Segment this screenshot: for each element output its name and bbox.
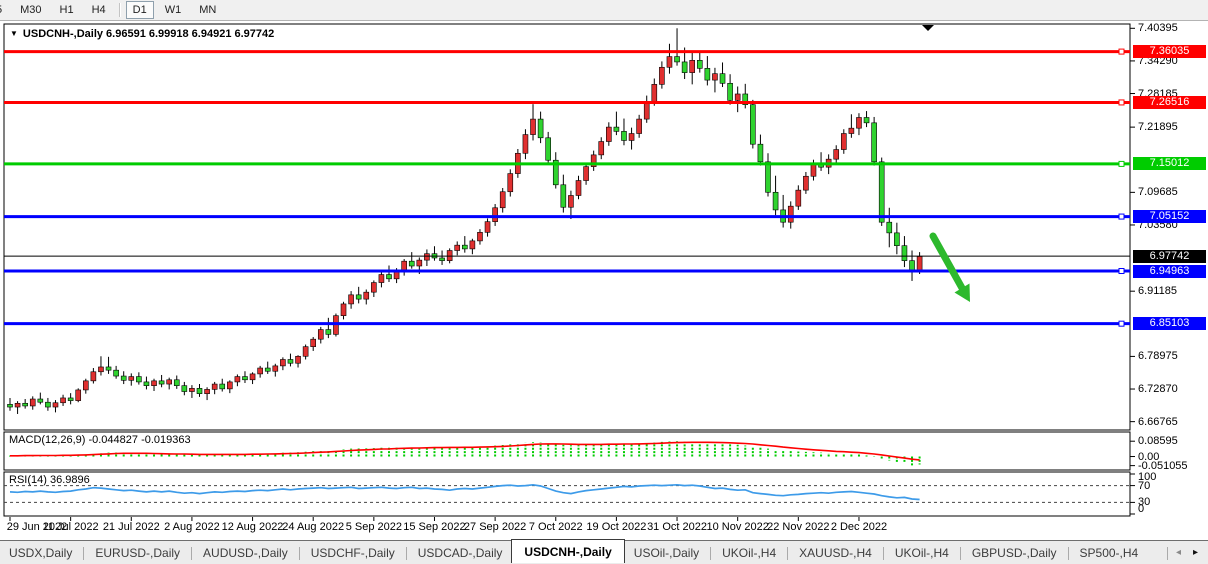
timeframe-5[interactable]: 5 [0, 1, 9, 19]
tab-usdcad-daily[interactable]: USDCAD-,Daily [417, 546, 503, 560]
timeframe-mn[interactable]: MN [199, 4, 217, 16]
tab-audusd-daily[interactable]: AUDUSD-,Daily [203, 546, 288, 560]
timeframe-w1[interactable]: W1 [164, 4, 182, 16]
symbol-tabbar: USDX,Daily EURUSD-,Daily AUDUSD-,Daily USDC… [0, 539, 1208, 564]
symbol-dropdown-icon[interactable]: ▼ [10, 29, 18, 38]
tab-divider [710, 546, 712, 560]
tab-divider [787, 546, 789, 560]
tab-divider [882, 546, 884, 560]
rsi-indicator-label: RSI(14) 36.9896 [9, 474, 90, 486]
tab-usdx-daily[interactable]: USDX,Daily [9, 546, 73, 560]
trend-arrow[interactable] [929, 232, 970, 302]
tab-divider [1166, 546, 1168, 560]
timeframe-m30[interactable]: M30 [20, 4, 42, 16]
chart-title-text: USDCNH-,Daily 6.96591 6.99918 6.94921 6.… [22, 28, 275, 40]
tab-divider [959, 546, 961, 560]
main-pane-border [3, 23, 1131, 431]
price-level-lines[interactable] [4, 48, 1130, 327]
tab-divider [405, 546, 407, 560]
tab-scroll-right-icon[interactable]: ▸ [1192, 547, 1198, 558]
tab-ukoil-h4[interactable]: UKOil-,H4 [722, 546, 777, 560]
tab-eurusd-daily[interactable]: EURUSD-,Daily [95, 546, 181, 560]
tab-divider [298, 546, 300, 560]
axis-ticks [9, 27, 1135, 521]
tab-sp500-h4[interactable]: SP500-,H4 [1079, 546, 1139, 560]
tab-usdchf-daily[interactable]: USDCHF-,Daily [310, 546, 395, 560]
tab-divider [191, 546, 193, 560]
chart-title: ▼ USDCNH-,Daily 6.96591 6.99918 6.94921 6… [10, 28, 274, 40]
timeframe-h1[interactable]: H1 [59, 4, 74, 16]
macd-indicator-label: MACD(12,26,9) -0.044827 -0.019363 [9, 434, 191, 446]
timeframe-h4[interactable]: H4 [91, 4, 106, 16]
tab-scroll-left-icon[interactable]: ◂ [1175, 547, 1181, 558]
timeframe-toolbar: 5 M30 H1 H4 D1 W1 MN [0, 0, 1208, 21]
tab-xauusd-h4[interactable]: XAUUSD-,H4 [799, 546, 872, 560]
toolbar-divider [118, 3, 120, 17]
macd-pane-border [3, 431, 1131, 471]
tab-divider [83, 546, 85, 560]
tab-usdcnh-daily[interactable]: USDCNH-,Daily [511, 539, 625, 563]
tab-ukoil-h4[interactable]: UKOil-,H4 [894, 546, 949, 560]
shift-marker-icon[interactable] [922, 25, 934, 31]
macd-histogram [9, 441, 921, 466]
tab-usoil-daily[interactable]: USOil-,Daily [633, 546, 700, 560]
tab-scroll-arrows: ◂ ▸ [1165, 545, 1208, 561]
candles-series [7, 28, 923, 414]
tab-gbpusd-daily[interactable]: GBPUSD-,Daily [971, 546, 1057, 560]
rsi-pane-border [3, 471, 1131, 517]
macd-signal-line [10, 441, 920, 461]
rsi-line [9, 483, 920, 501]
tab-divider [1067, 546, 1069, 560]
timeframe-d1[interactable]: D1 [125, 1, 154, 19]
